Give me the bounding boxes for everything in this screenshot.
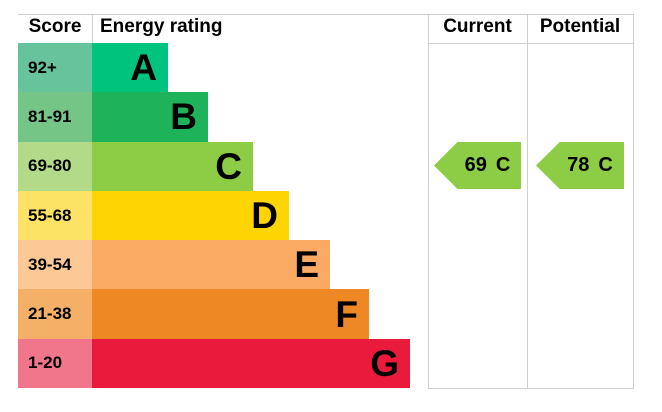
current-rating-band-letter: C: [495, 154, 511, 176]
current-column-header: Current: [443, 16, 512, 37]
bar-area-a: A: [92, 43, 428, 93]
band-row-a: 92+ A: [18, 43, 633, 93]
band-bar-g: G: [92, 338, 410, 389]
band-row-g: 1-20 G: [18, 338, 633, 389]
score-cell-c: 69-80: [18, 141, 92, 191]
band-row-e: 39-54 E: [18, 240, 633, 290]
bar-area-e: E: [92, 240, 428, 290]
bar-area-c: C: [92, 141, 428, 191]
score-cell-e: 39-54: [18, 240, 92, 290]
energy-rating-column-header: Energy rating: [100, 16, 223, 37]
band-letter-d: D: [251, 195, 278, 237]
score-cell-d: 55-68: [18, 190, 92, 241]
band-letter-f: F: [335, 293, 358, 335]
score-range-e: 39-54: [28, 254, 72, 274]
score-range-f: 21-38: [28, 304, 72, 324]
band-bar-d: D: [92, 190, 289, 241]
score-range-g: 1-20: [28, 353, 63, 373]
score-rating-divider-line: [92, 14, 93, 44]
current-rating-value: 69: [464, 154, 487, 176]
right-column-bottom-border-line: [428, 388, 634, 389]
score-cell-a: 92+: [18, 43, 92, 93]
band-letter-b: B: [170, 96, 197, 138]
bar-area-d: D: [92, 190, 428, 241]
band-bar-c: C: [92, 141, 253, 191]
band-bar-a: A: [92, 43, 168, 93]
current-potential-divider-line: [527, 14, 528, 389]
score-column-header: Score: [28, 16, 82, 37]
score-range-d: 55-68: [28, 205, 72, 225]
score-range-a: 92+: [28, 57, 57, 77]
current-column-left-border-line: [428, 14, 429, 389]
score-range-b: 81-91: [28, 106, 72, 126]
band-letter-e: E: [294, 244, 319, 286]
band-bar-f: F: [92, 289, 369, 339]
bar-area-f: F: [92, 289, 428, 339]
potential-rating-band-letter: C: [598, 154, 613, 176]
band-letter-c: C: [215, 145, 242, 187]
bar-area-b: B: [92, 92, 428, 142]
band-row-d: 55-68 D: [18, 190, 633, 241]
band-letter-a: A: [130, 47, 157, 89]
band-row-c: 69-80 C: [18, 141, 633, 191]
score-range-c: 69-80: [28, 156, 72, 176]
band-bar-b: B: [92, 92, 208, 142]
band-rows: 92+ A 81-91 B 69-80: [18, 43, 633, 389]
score-cell-b: 81-91: [18, 92, 92, 142]
bar-area-g: G: [92, 338, 428, 389]
band-row-b: 81-91 B: [18, 92, 633, 142]
potential-rating-value: 78: [567, 154, 590, 176]
potential-column-right-border-line: [633, 14, 634, 389]
right-header-underline: [428, 43, 634, 44]
band-row-f: 21-38 F: [18, 289, 633, 339]
score-cell-f: 21-38: [18, 289, 92, 339]
table-top-border-line: [18, 14, 634, 15]
potential-column-header: Potential: [539, 16, 621, 37]
band-letter-g: G: [370, 342, 399, 384]
score-cell-g: 1-20: [18, 338, 92, 389]
band-bar-e: E: [92, 240, 330, 290]
